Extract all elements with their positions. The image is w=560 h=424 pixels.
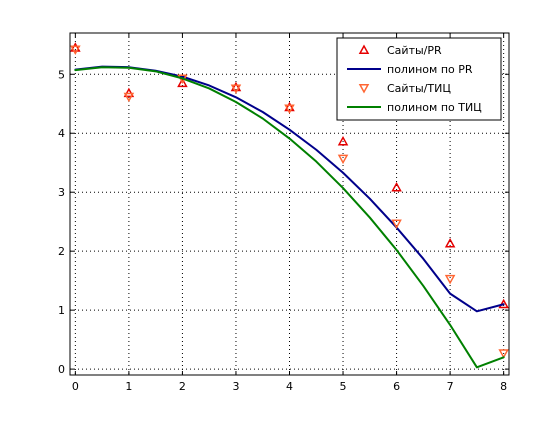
x-tick-label-1: 1: [125, 380, 132, 393]
x-tick-label-2: 2: [179, 380, 186, 393]
series-layer: [70, 42, 509, 369]
series-2-point-5: [337, 154, 349, 165]
x-tick-label-5: 5: [340, 380, 347, 393]
legend-label-3: полином по ТИЦ: [387, 101, 482, 114]
legend-swatch-2: [358, 84, 370, 94]
y-tick-label-2: 2: [58, 245, 65, 258]
legend-entry-3: полином по ТИЦ: [347, 101, 482, 114]
x-tick-label-6: 6: [393, 380, 400, 393]
series-0-point-7: [444, 237, 456, 248]
series-2: [70, 45, 509, 359]
series-3: [74, 66, 505, 369]
series-0-point-2: [177, 77, 188, 88]
x-tick-label-8: 8: [500, 380, 507, 393]
y-tick-label-1: 1: [58, 304, 65, 317]
legend-label-0: Сайты/PR: [387, 44, 442, 57]
series-2-point-8: [498, 349, 509, 359]
axes-layer: 0 1 2 3 4 5 6 7 8 0 1 2 3 4 5: [58, 33, 509, 393]
legend-entry-1: полином по PR: [347, 63, 473, 76]
series-line-3: [74, 66, 505, 369]
legend-entry-2: Сайты/ТИЦ: [358, 82, 451, 95]
series-0-point-5: [337, 135, 349, 146]
x-tick-label-7: 7: [447, 380, 454, 393]
series-0-point-0: [70, 42, 81, 52]
plot-area-frame: [69, 32, 510, 376]
x-tick-label-4: 4: [286, 380, 293, 393]
series-2-point-4: [284, 104, 295, 115]
y-tick-label-4: 4: [58, 127, 65, 140]
legend-swatch-0: [358, 44, 370, 54]
series-0-point-3: [230, 81, 242, 92]
series-0-point-6: [391, 181, 402, 192]
legend-entry-0: Сайты/PR: [358, 44, 442, 57]
x-tick-label-0: 0: [72, 380, 79, 393]
y-tick-label-3: 3: [58, 186, 65, 199]
series-0-point-4: [284, 101, 295, 112]
series-2-point-6: [391, 219, 402, 230]
series-2-point-1: [123, 92, 135, 103]
legend-label-1: полином по PR: [387, 63, 473, 76]
legend-label-2: Сайты/ТИЦ: [387, 82, 451, 95]
series-2-point-7: [444, 274, 456, 285]
legend: Сайты/PR полином по PR Сайты/ТИЦ полином по…: [336, 37, 502, 121]
series-2-point-0: [70, 45, 81, 56]
series-2-point-3: [230, 84, 242, 94]
y-tick-label-5: 5: [58, 68, 65, 81]
x-tick-label-3: 3: [232, 380, 239, 393]
y-tick-label-0: 0: [58, 363, 65, 376]
